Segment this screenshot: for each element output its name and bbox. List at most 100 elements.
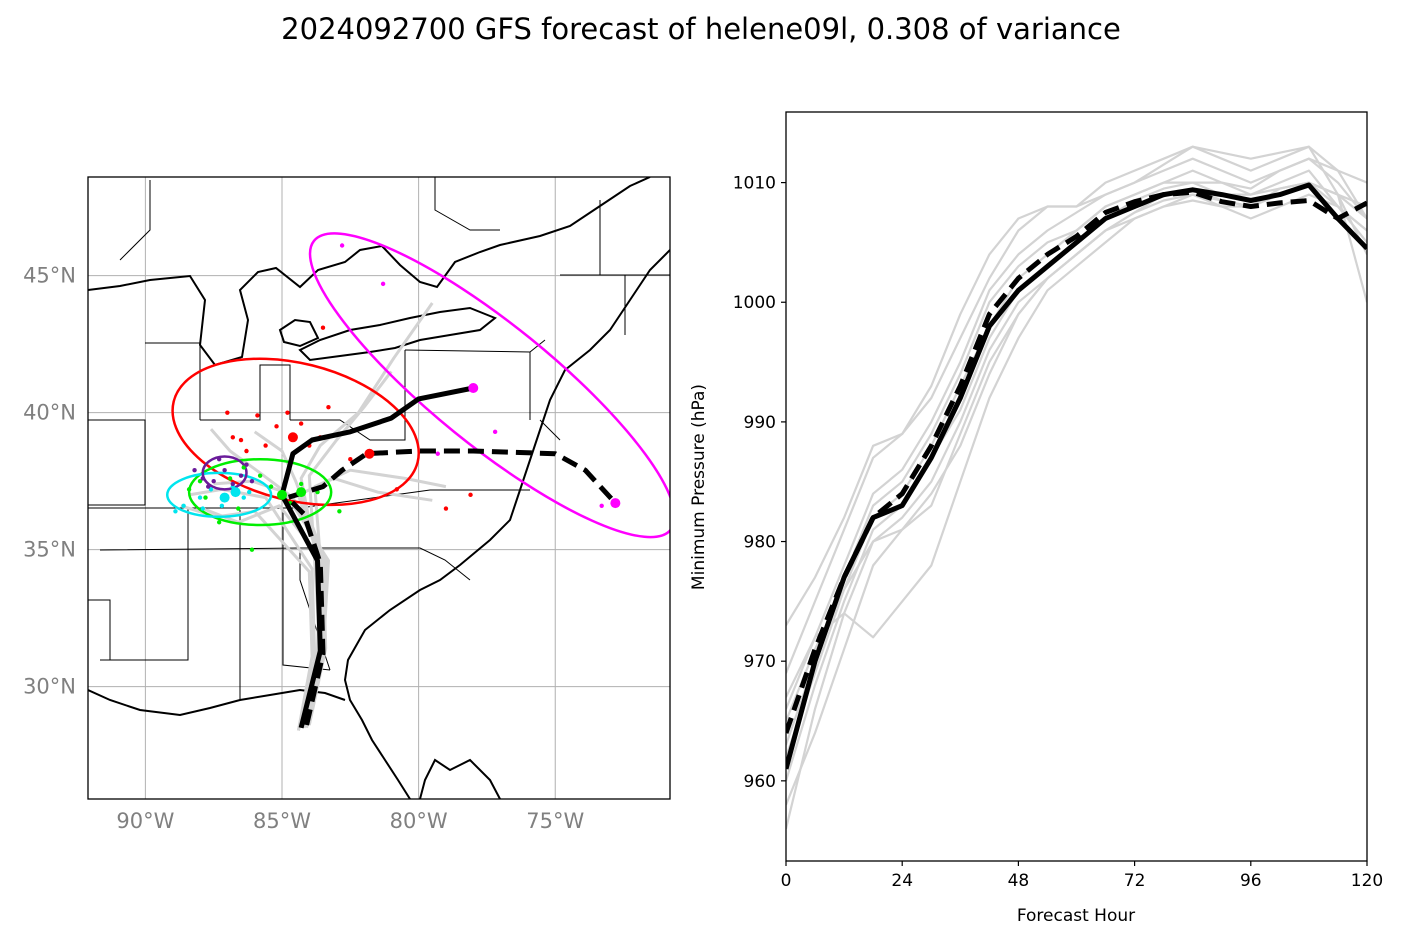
map-y-tick-label: 45°N (23, 264, 76, 288)
cyan-member-point (241, 495, 246, 500)
green-ellipse (187, 457, 333, 527)
y-axis-label: Minimum Pressure (hPa) (689, 384, 709, 590)
green-mean-point (296, 487, 307, 498)
purple-member-point (244, 462, 249, 467)
cyan-member-point (200, 506, 205, 511)
map-coastlines-borders (88, 177, 670, 799)
red-member-point (274, 424, 279, 429)
cyan-member-point (197, 495, 203, 500)
magenta-ellipse (308, 232, 670, 539)
ensemble-pressure-line (786, 181, 1367, 722)
x-tick-label: 48 (1008, 871, 1030, 891)
cyan-member-point (219, 503, 225, 509)
map-x-tick-label: 85°W (253, 809, 311, 833)
magenta-member-point (380, 281, 386, 287)
magenta-mean-point (468, 382, 479, 393)
red-mean-point (364, 448, 375, 459)
purple-member-point (222, 467, 227, 473)
red-member-point (298, 421, 304, 426)
magenta-member-point (339, 243, 345, 248)
green-member-point (249, 547, 255, 552)
red-member-point (230, 435, 236, 440)
map-x-tick-label: 90°W (116, 809, 174, 833)
purple-member-point (249, 478, 255, 484)
map-frame (87, 176, 671, 800)
green-member-point (268, 484, 274, 489)
mean-pressure-dashed (786, 189, 1367, 734)
red-member-point (225, 410, 230, 415)
ensemble-pressure-lines (786, 145, 1367, 829)
magenta-member-point (435, 451, 440, 456)
purple-member-point (211, 478, 216, 484)
magenta-mean-point (610, 498, 621, 509)
y-tick-label: 970 (744, 652, 776, 672)
ensemble-pressure-line (786, 145, 1367, 674)
magenta-member-point (599, 503, 604, 509)
mean-track-solid (279, 385, 474, 729)
green-member-point (236, 506, 241, 511)
purple-member-point (200, 476, 205, 481)
cyan-mean-point (230, 487, 241, 498)
red-mean-point (287, 432, 298, 443)
red-member-point (443, 506, 449, 511)
red-member-point (468, 492, 473, 498)
red-member-point (263, 443, 268, 448)
purple-member-point (216, 457, 222, 462)
green-member-point (216, 520, 222, 525)
red-member-point (285, 410, 290, 415)
cyan-member-point (173, 509, 178, 514)
green-member-point (257, 473, 263, 478)
figure-title: 2024092700 GFS forecast of helene09l, 0.… (281, 12, 1121, 46)
green-member-point (298, 481, 304, 487)
pressure-chart-panel: 0 24 48 72 96 120 960 970 980 990 1000 1010 Forecas… (689, 111, 1383, 926)
purple-member-point (192, 467, 197, 473)
purple-ellipse (201, 455, 248, 491)
x-tick-label: 120 (1351, 871, 1383, 891)
cyan-ellipse (165, 471, 273, 519)
pressure-axis-ticks: 0 24 48 72 96 120 960 970 980 990 1000 1010 (733, 174, 1383, 891)
purple-member-point (230, 481, 236, 487)
green-member-point (227, 476, 233, 481)
ensemble-pressure-line (786, 181, 1367, 698)
x-tick-label: 0 (781, 871, 792, 891)
cyan-mean-point (219, 492, 230, 503)
map-tick-labels: 90°W 85°W 80°W 75°W 30°N 35°N 40°N 45°N (23, 264, 584, 833)
ensemble-pressure-line (786, 193, 1367, 829)
green-member-point (241, 465, 246, 470)
map-x-tick-label: 80°W (390, 809, 448, 833)
map-y-tick-label: 40°N (23, 401, 76, 425)
y-tick-label: 960 (744, 772, 776, 792)
green-member-point (186, 487, 192, 492)
x-tick-label: 72 (1124, 871, 1146, 891)
map-background (88, 177, 670, 799)
red-member-point (255, 413, 260, 418)
red-member-point (320, 325, 326, 330)
y-tick-label: 990 (744, 413, 776, 433)
cyan-member-point (181, 503, 186, 509)
y-tick-label: 1010 (733, 174, 776, 194)
mean-pressure-lines (786, 182, 1367, 770)
green-member-point (197, 478, 203, 484)
y-tick-label: 980 (744, 533, 776, 553)
green-member-point (337, 509, 342, 514)
red-member-point (238, 437, 244, 443)
green-member-point (203, 495, 208, 500)
purple-member-point (206, 484, 211, 489)
red-member-point (326, 404, 331, 410)
x-tick-label: 96 (1240, 871, 1262, 891)
map-x-tick-label: 75°W (526, 809, 584, 833)
red-member-point (244, 448, 249, 454)
mean-pressure-solid (786, 182, 1367, 770)
map-y-tick-label: 35°N (23, 538, 76, 562)
x-tick-label: 24 (891, 871, 913, 891)
track-map-panel: 90°W 85°W 80°W 75°W 30°N 35°N 40°N 45°N (23, 176, 671, 833)
map-y-tick-label: 30°N (23, 675, 76, 699)
pressure-axes-frame (785, 111, 1368, 862)
green-mean-point (277, 489, 287, 500)
member-positions (173, 243, 604, 552)
ensemble-pressure-line (786, 145, 1367, 626)
mean-tracks (279, 385, 618, 729)
mean-positions (219, 382, 621, 509)
mean-track-dashed (285, 448, 618, 726)
